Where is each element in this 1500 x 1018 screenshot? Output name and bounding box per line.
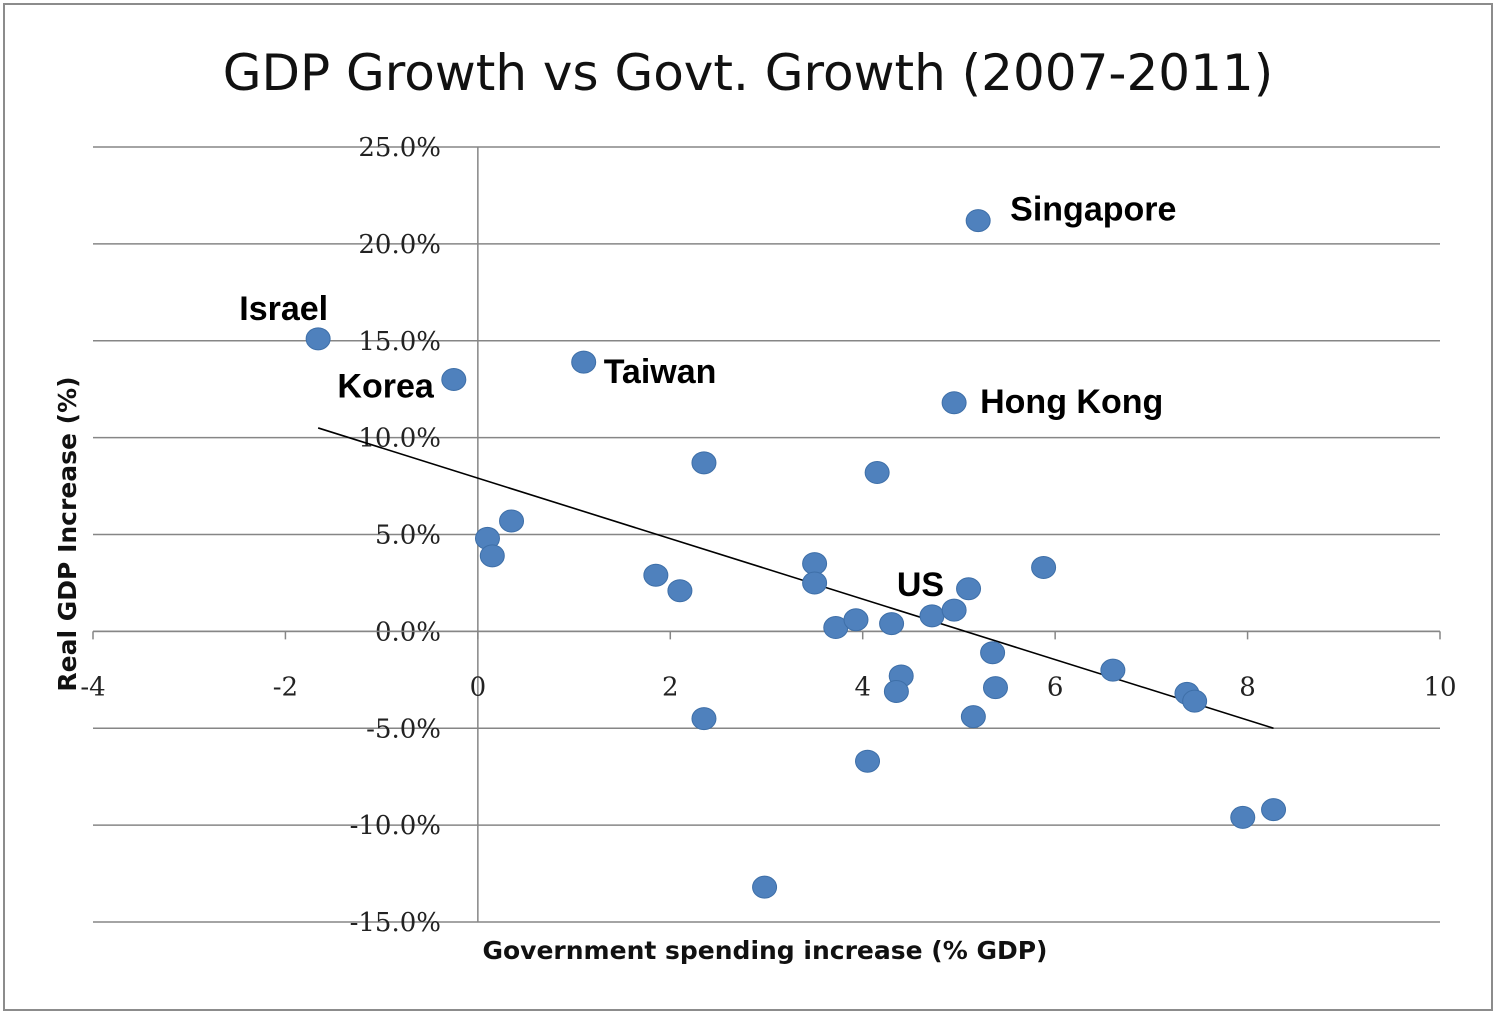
data-point bbox=[752, 875, 778, 899]
data-point bbox=[982, 676, 1008, 700]
data-point bbox=[960, 705, 986, 729]
y-tick-label: 25.0% bbox=[358, 133, 441, 163]
data-point bbox=[965, 209, 991, 233]
x-tick-label: 0 bbox=[470, 672, 487, 702]
data-point bbox=[802, 571, 828, 595]
point-label: Taiwan bbox=[604, 353, 717, 391]
data-point bbox=[305, 327, 331, 351]
data-point bbox=[802, 552, 828, 576]
y-tick-label: -5.0% bbox=[366, 714, 441, 744]
data-point bbox=[956, 577, 982, 601]
data-point bbox=[883, 679, 909, 703]
x-tick-label: -4 bbox=[80, 672, 105, 702]
x-tick-label: 4 bbox=[854, 672, 871, 702]
data-point bbox=[1100, 658, 1126, 682]
data-point bbox=[919, 604, 945, 628]
data-point bbox=[441, 368, 467, 391]
data-point bbox=[667, 579, 693, 603]
axes: -15.0% -10.0% -5.0% 0.0% 5.0% 10.0% 15.0% 20.0%… bbox=[80, 133, 1456, 938]
data-point bbox=[855, 749, 881, 773]
x-tick-label: -2 bbox=[273, 672, 298, 702]
point-label: US bbox=[897, 566, 944, 604]
data-point bbox=[864, 461, 890, 484]
point-label: Korea bbox=[337, 368, 434, 406]
y-tick-label: 0.0% bbox=[375, 617, 441, 647]
y-tick-label: 20.0% bbox=[358, 230, 441, 260]
data-point bbox=[1031, 555, 1057, 579]
y-tick-label: 10.0% bbox=[358, 424, 441, 454]
x-tick-label: 2 bbox=[662, 672, 679, 702]
data-point bbox=[691, 707, 717, 731]
data-point bbox=[643, 563, 669, 587]
point-label: Israel bbox=[239, 290, 328, 328]
data-point bbox=[571, 350, 597, 374]
data-point bbox=[1230, 805, 1256, 829]
y-axis-label: Real GDP Increase (%) bbox=[53, 376, 82, 691]
y-tick-label: -10.0% bbox=[350, 811, 441, 841]
data-point bbox=[941, 598, 967, 622]
data-point bbox=[980, 641, 1006, 665]
y-tick-label: -15.0% bbox=[350, 908, 441, 938]
y-tick-label: 5.0% bbox=[375, 521, 441, 551]
data-point bbox=[499, 509, 525, 533]
data-point bbox=[879, 612, 905, 636]
point-labels: Singapore Israel Korea Taiwan Hong Kong US bbox=[239, 191, 1176, 604]
data-points bbox=[305, 209, 1287, 899]
x-tick-label: 10 bbox=[1423, 672, 1456, 702]
chart-title: GDP Growth vs Govt. Growth (2007-2011) bbox=[223, 44, 1273, 102]
point-label: Hong Kong bbox=[980, 383, 1163, 421]
point-label: Singapore bbox=[1010, 191, 1176, 229]
trendline-layer bbox=[317, 427, 1274, 730]
data-point bbox=[1182, 689, 1208, 713]
x-tick-label: 8 bbox=[1239, 672, 1256, 702]
trendline bbox=[317, 427, 1274, 730]
data-point bbox=[1261, 798, 1287, 822]
gridlines bbox=[93, 146, 1440, 923]
chart-frame bbox=[3, 3, 1493, 1011]
y-tick-label: 15.0% bbox=[358, 327, 441, 357]
data-point bbox=[843, 608, 869, 632]
data-point bbox=[941, 391, 967, 415]
data-point bbox=[691, 451, 717, 475]
x-tick-label: 6 bbox=[1047, 672, 1064, 702]
data-point bbox=[479, 544, 505, 568]
x-axis-label: Government spending increase (% GDP) bbox=[482, 936, 1047, 965]
